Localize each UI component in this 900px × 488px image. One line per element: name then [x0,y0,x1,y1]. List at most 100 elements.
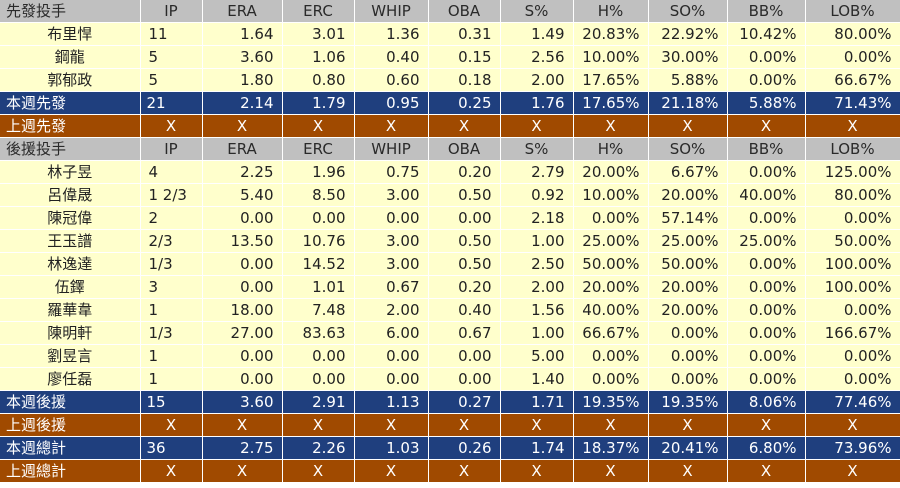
header-cell-name: 先發投手 [0,0,141,23]
cell-s-pct: 1.00 [500,229,574,253]
cell-era: X [202,413,283,437]
cell-bb-pct: 0.00% [727,68,806,92]
cell-name: 上週後援 [0,413,141,437]
cell-era: 5.40 [202,183,283,207]
header-cell-so-pct: SO% [648,0,728,23]
header-cell-erc: ERC [282,137,355,161]
cell-s-pct: 1.74 [500,436,574,460]
cell-erc: 2.91 [282,390,355,414]
cell-erc: 0.00 [282,206,355,230]
cell-so-pct: 0.00% [648,344,728,368]
cell-so-pct: 21.18% [648,91,728,115]
cell-lob-pct: 0.00% [805,344,900,368]
cell-ip: 3 [140,275,203,299]
cell-whip: 0.00 [354,206,429,230]
cell-bb-pct: 10.42% [727,22,806,46]
cell-era: 0.00 [202,344,283,368]
cell-name: 廖任磊 [0,367,141,391]
cell-oba: 0.00 [428,344,501,368]
reliever-this-week-row: 本週後援 15 3.60 2.91 1.13 0.27 1.71 19.35% 19.35% 8.… [0,390,900,414]
cell-whip: 0.60 [354,68,429,92]
cell-era: 0.00 [202,206,283,230]
cell-s-pct: 1.56 [500,298,574,322]
cell-bb-pct: 0.00% [727,298,806,322]
cell-era: 3.60 [202,390,283,414]
cell-oba: 0.20 [428,275,501,299]
cell-whip: 3.00 [354,229,429,253]
cell-lob-pct: 125.00% [805,160,900,184]
reliever-row: 廖任磊 1 0.00 0.00 0.00 0.00 1.40 0.00% 0.00% 0.00% 0… [0,367,900,391]
cell-name: 呂偉晟 [0,183,141,207]
cell-lob-pct: 80.00% [805,183,900,207]
reliever-row: 羅華韋 1 18.00 7.48 2.00 0.40 1.56 40.00% 20.00% 0.0… [0,298,900,322]
cell-ip: 1 [140,298,203,322]
cell-bb-pct: 6.80% [727,436,806,460]
cell-ip: 1/3 [140,252,203,276]
cell-lob-pct: 66.67% [805,68,900,92]
cell-so-pct: 0.00% [648,321,728,345]
cell-era: 1.80 [202,68,283,92]
cell-oba: 0.18 [428,68,501,92]
cell-name: 本週先發 [0,91,141,115]
cell-oba: 0.27 [428,390,501,414]
header-cell-lob-pct: LOB% [805,137,900,161]
starter-row: 布里悍 11 1.64 3.01 1.36 0.31 1.49 20.83% 22.92% 10.… [0,22,900,46]
cell-so-pct: 0.00% [648,367,728,391]
header-cell-whip: WHIP [354,0,429,23]
cell-lob-pct: 0.00% [805,206,900,230]
cell-ip: 4 [140,160,203,184]
cell-ip: 1 [140,367,203,391]
header-cell-h-pct: H% [573,0,649,23]
cell-bb-pct: 25.00% [727,229,806,253]
cell-lob-pct: 100.00% [805,252,900,276]
cell-whip: X [354,413,429,437]
cell-ip: 2/3 [140,229,203,253]
cell-h-pct: 0.00% [573,344,649,368]
cell-h-pct: 66.67% [573,321,649,345]
cell-bb-pct: 0.00% [727,321,806,345]
cell-ip: 5 [140,45,203,69]
reliever-row: 伍鐸 3 0.00 1.01 0.67 0.20 2.00 20.00% 20.00% 0.00%… [0,275,900,299]
cell-whip: 3.00 [354,183,429,207]
cell-erc: 7.48 [282,298,355,322]
cell-bb-pct: 40.00% [727,183,806,207]
cell-lob-pct: 0.00% [805,367,900,391]
cell-erc: 0.00 [282,367,355,391]
cell-h-pct: 0.00% [573,367,649,391]
cell-so-pct: 20.00% [648,275,728,299]
reliever-row: 呂偉晟 1 2/3 5.40 8.50 3.00 0.50 0.92 10.00% 20.00%… [0,183,900,207]
cell-whip: 6.00 [354,321,429,345]
cell-ip: X [140,459,203,483]
cell-lob-pct: 0.00% [805,45,900,69]
cell-s-pct: 0.92 [500,183,574,207]
starter-last-week-row: 上週先發 X X X X X X X X X X [0,114,900,138]
cell-bb-pct: X [727,459,806,483]
cell-name: 上週先發 [0,114,141,138]
cell-s-pct: 1.71 [500,390,574,414]
cell-erc: X [282,459,355,483]
cell-bb-pct: 0.00% [727,367,806,391]
header-cell-oba: OBA [428,0,501,23]
cell-so-pct: 5.88% [648,68,728,92]
cell-so-pct: 20.00% [648,183,728,207]
header-cell-era: ERA [202,137,283,161]
cell-oba: 0.50 [428,183,501,207]
starter-header-row: 先發投手 IP ERA ERC WHIP OBA S% H% SO% BB% LOB% [0,0,900,23]
cell-s-pct: 2.56 [500,45,574,69]
cell-lob-pct: 50.00% [805,229,900,253]
cell-h-pct: 50.00% [573,252,649,276]
cell-s-pct: 2.79 [500,160,574,184]
cell-whip: 2.00 [354,298,429,322]
cell-oba: X [428,413,501,437]
cell-era: 0.00 [202,252,283,276]
cell-oba: 0.50 [428,229,501,253]
cell-s-pct: 1.49 [500,22,574,46]
cell-era: 0.00 [202,275,283,299]
cell-name: 林逸達 [0,252,141,276]
header-cell-whip: WHIP [354,137,429,161]
cell-whip: 0.00 [354,344,429,368]
cell-h-pct: X [573,114,649,138]
cell-name: 陳冠偉 [0,206,141,230]
